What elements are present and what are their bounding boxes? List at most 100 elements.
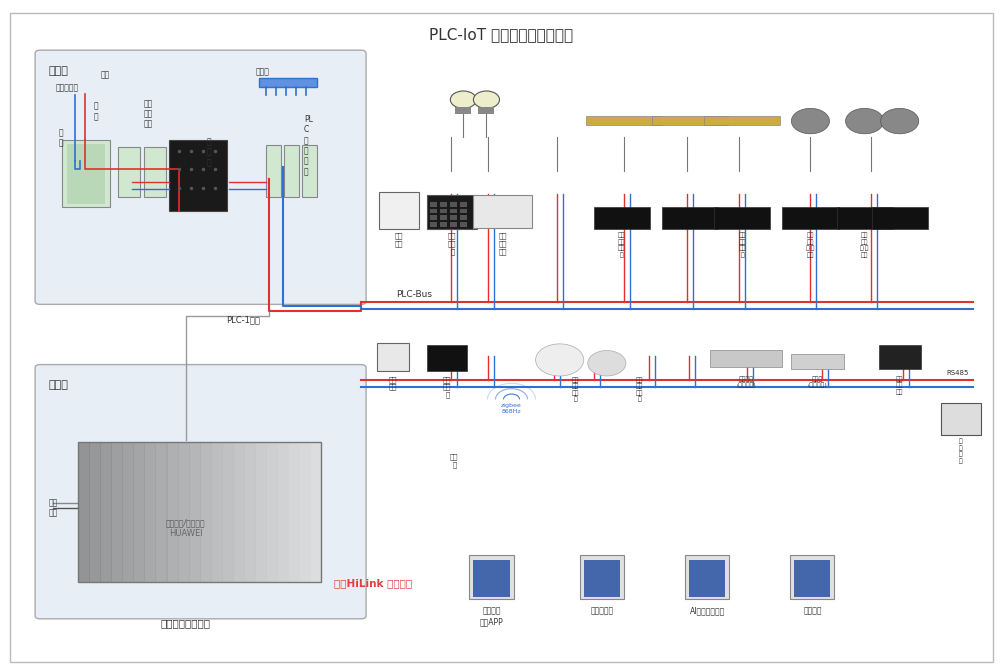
Bar: [118, 147, 140, 197]
Circle shape: [845, 108, 883, 134]
Text: 通用
灯带
调光
器: 通用 灯带 调光 器: [737, 233, 745, 258]
Text: 华为全屋智能主机: 华为全屋智能主机: [160, 618, 210, 628]
Bar: [440, 202, 447, 207]
Bar: [133, 442, 145, 582]
Text: 人体
触动
传感
器: 人体 触动 传感 器: [635, 377, 643, 403]
Circle shape: [473, 91, 499, 108]
Bar: [473, 560, 509, 597]
Text: 温控
面板: 温控 面板: [389, 376, 397, 390]
Text: 滤
波
器: 滤 波 器: [206, 137, 211, 167]
Circle shape: [450, 91, 476, 108]
Bar: [940, 403, 980, 435]
Text: 筒灯
调光
器·双
色温: 筒灯 调光 器·双 色温: [859, 233, 869, 258]
Bar: [111, 442, 123, 582]
Bar: [473, 195, 531, 228]
Bar: [688, 560, 724, 597]
Text: 开关
控制
器: 开关 控制 器: [448, 233, 456, 255]
Bar: [310, 442, 322, 582]
Bar: [791, 354, 843, 369]
Circle shape: [791, 108, 829, 134]
Bar: [460, 209, 467, 213]
Bar: [277, 442, 289, 582]
Text: 漏
保: 漏 保: [58, 128, 63, 148]
Circle shape: [587, 351, 625, 376]
Bar: [469, 555, 513, 599]
Bar: [460, 202, 467, 207]
Bar: [460, 222, 467, 227]
Bar: [302, 145, 317, 197]
Text: 小艺音箱: 小艺音箱: [803, 607, 821, 615]
Bar: [255, 442, 267, 582]
Bar: [460, 215, 467, 220]
Bar: [78, 442, 90, 582]
Bar: [89, 442, 101, 582]
Text: 空
调
外
机: 空 调 外 机: [958, 439, 962, 464]
Text: 彩色
灯带
调光
器: 彩色 灯带 调光 器: [617, 233, 625, 258]
Bar: [450, 202, 457, 207]
Text: zigbee
868Hz: zigbee 868Hz: [501, 403, 521, 413]
Bar: [583, 560, 619, 597]
Text: 中央
温控
网关: 中央 温控 网关: [895, 376, 903, 395]
Text: 华为HiLink 生态单品: 华为HiLink 生态单品: [334, 579, 412, 588]
Text: 房间
控制
器: 房间 控制 器: [443, 376, 451, 398]
Text: PLC-IoT 单相电智能解决方案: PLC-IoT 单相电智能解决方案: [429, 27, 573, 41]
Bar: [450, 215, 457, 220]
Text: 人体
存在
传感
器: 人体 存在 传感 器: [571, 377, 579, 403]
Bar: [703, 116, 780, 125]
Text: PLC-Bus: PLC-Bus: [396, 290, 432, 299]
FancyBboxPatch shape: [35, 50, 366, 304]
Bar: [430, 202, 437, 207]
Bar: [871, 207, 927, 229]
Bar: [794, 560, 830, 597]
Bar: [377, 343, 409, 371]
Text: 推窗器
(推拉窗版): 推窗器 (推拉窗版): [807, 376, 827, 388]
Bar: [100, 442, 112, 582]
Text: 筒灯
调光
器·单
色温: 筒灯 调光 器·单 色温: [805, 233, 815, 258]
Bar: [651, 116, 727, 125]
Bar: [266, 145, 281, 197]
Bar: [177, 442, 189, 582]
Bar: [144, 147, 166, 197]
Circle shape: [535, 344, 583, 376]
Bar: [155, 442, 167, 582]
Bar: [579, 555, 623, 599]
Bar: [288, 442, 300, 582]
Text: 零线排: 零线排: [256, 67, 270, 76]
Bar: [450, 209, 457, 213]
Text: 火线: 火线: [100, 70, 109, 79]
Bar: [259, 78, 317, 87]
Text: 零
线: 零 线: [93, 102, 98, 121]
Bar: [168, 140, 226, 211]
Bar: [78, 442, 321, 582]
Bar: [266, 442, 278, 582]
Bar: [593, 207, 649, 229]
Bar: [709, 350, 782, 367]
Text: 强电箱: 强电箱: [48, 66, 68, 76]
Text: 场景
面板: 场景 面板: [395, 233, 403, 247]
Text: 入户单相电: 入户单相电: [55, 84, 78, 92]
Bar: [440, 215, 447, 220]
Bar: [199, 442, 211, 582]
Bar: [782, 207, 838, 229]
Bar: [144, 442, 156, 582]
Bar: [221, 442, 233, 582]
Text: AI全景摄像头器: AI全景摄像头器: [688, 607, 724, 615]
Text: 华为全屋/智慧主机: 华为全屋/智慧主机: [165, 518, 205, 528]
FancyBboxPatch shape: [35, 365, 366, 619]
Bar: [713, 207, 770, 229]
Bar: [122, 442, 134, 582]
Text: 双键
开关
面板: 双键 开关 面板: [498, 233, 506, 255]
Bar: [427, 195, 477, 229]
Bar: [188, 442, 200, 582]
Bar: [427, 345, 467, 371]
Bar: [450, 222, 457, 227]
Bar: [440, 222, 447, 227]
Bar: [585, 116, 661, 125]
Bar: [232, 442, 244, 582]
Text: 其他
设备
空开: 其他 设备 空开: [143, 99, 152, 129]
Bar: [210, 442, 222, 582]
Bar: [684, 555, 728, 599]
Text: 华为智慧
生活APP: 华为智慧 生活APP: [479, 607, 503, 626]
Bar: [284, 145, 299, 197]
Text: PL
C
设
备
空
开: PL C 设 备 空 开: [304, 115, 313, 176]
